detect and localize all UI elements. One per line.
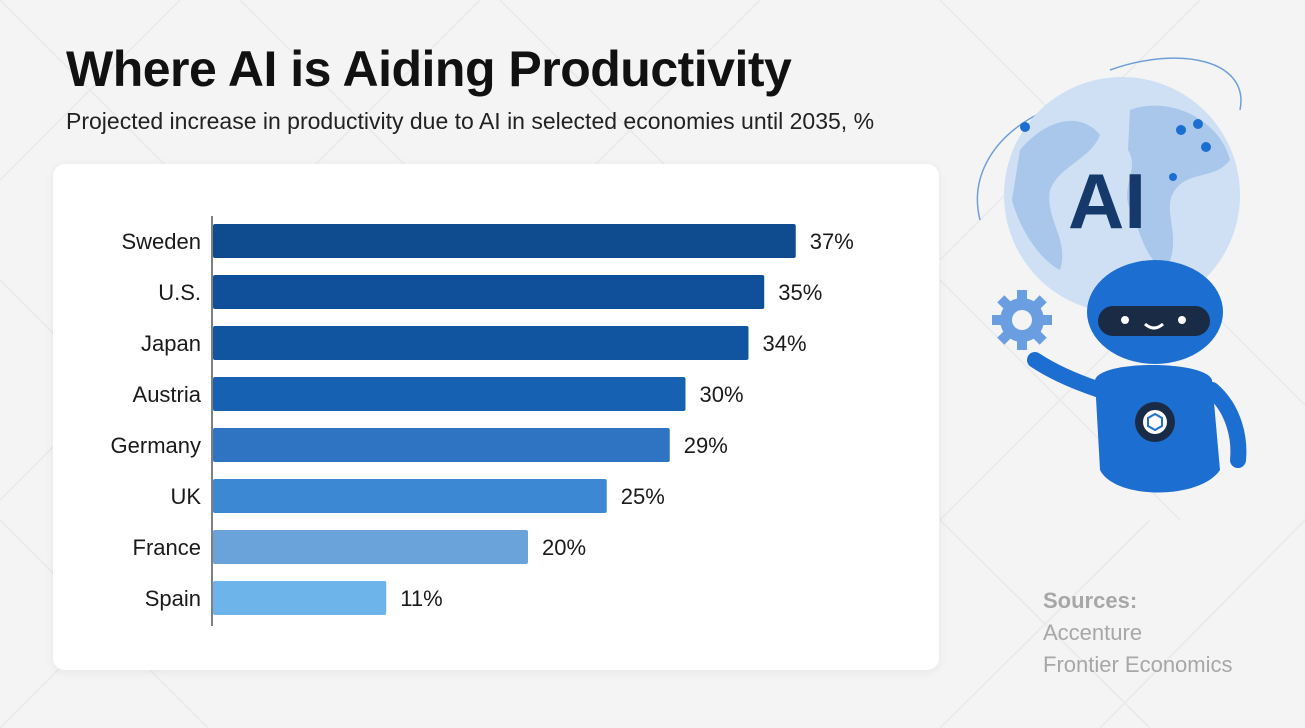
value-label: 20%: [542, 535, 586, 560]
category-label: Germany: [111, 433, 201, 458]
source-item: Frontier Economics: [1043, 652, 1233, 677]
category-label: Spain: [145, 586, 201, 611]
value-label: 34%: [763, 331, 807, 356]
sources-label: Sources:: [1043, 588, 1138, 613]
connection-dot: [1169, 173, 1177, 181]
bar-sweden: [213, 224, 796, 258]
bar-france: [213, 530, 528, 564]
category-label: Japan: [141, 331, 201, 356]
chart-subtitle: Projected increase in productivity due t…: [66, 108, 875, 134]
bar-spain: [213, 581, 387, 615]
bar-germany: [213, 428, 670, 462]
ai-robot-illustration: AI: [976, 57, 1247, 493]
value-label: 37%: [810, 229, 854, 254]
bar-us: [213, 275, 765, 309]
value-label: 35%: [778, 280, 822, 305]
location-pin-icon: [1020, 119, 1211, 152]
category-label: U.S.: [158, 280, 201, 305]
sources-block: Sources: Accenture Frontier Economics: [1043, 585, 1233, 681]
bar-chart: Sweden 37% U.S. 35% Japan 34% Austria 30% German…: [111, 216, 854, 626]
value-label: 29%: [684, 433, 728, 458]
value-label: 25%: [621, 484, 665, 509]
bar-austria: [213, 377, 686, 411]
source-item: Accenture: [1043, 620, 1143, 645]
category-label: UK: [170, 484, 201, 509]
category-label: Austria: [133, 382, 202, 407]
value-label: 30%: [700, 382, 744, 407]
bar-japan: [213, 326, 749, 360]
robot-icon: [1027, 260, 1247, 493]
chart-title: Where AI is Aiding Productivity: [66, 41, 792, 97]
category-label: France: [133, 535, 201, 560]
ai-badge-text: AI: [1068, 157, 1146, 245]
gear-icon: [992, 290, 1052, 350]
value-label: 11%: [400, 586, 442, 611]
chart-card: Sweden 37% U.S. 35% Japan 34% Austria 30% German…: [53, 164, 939, 670]
category-label: Sweden: [121, 229, 201, 254]
bar-uk: [213, 479, 607, 513]
